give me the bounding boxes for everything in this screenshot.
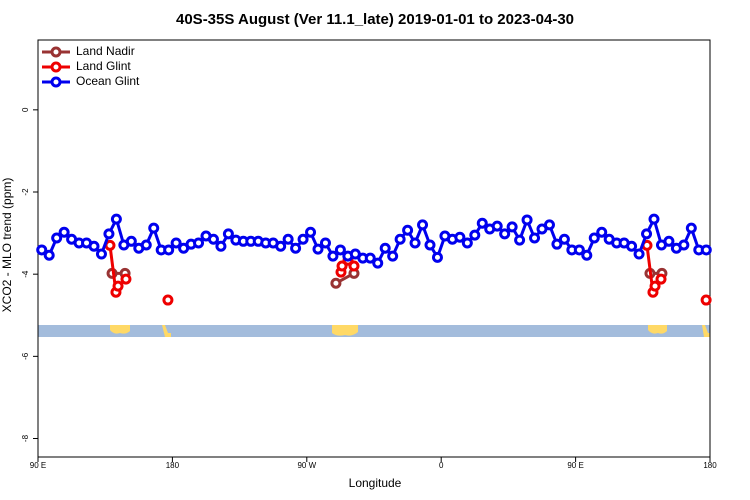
point <box>297 233 309 245</box>
legend-marker <box>50 46 62 58</box>
series-line <box>112 271 662 285</box>
point <box>330 277 342 289</box>
x-tick-label: 90 E <box>30 461 46 470</box>
point <box>641 228 653 240</box>
point <box>417 219 429 231</box>
point <box>529 232 541 244</box>
chart-title: 40S-35S August (Ver 11.1_late) 2019-01-0… <box>176 11 574 28</box>
point <box>222 228 234 240</box>
point <box>58 226 70 238</box>
point <box>348 260 360 272</box>
point <box>633 248 645 260</box>
point <box>521 214 533 226</box>
point <box>312 243 324 255</box>
x-tick-label: 90 W <box>297 461 316 470</box>
point <box>193 237 205 249</box>
point <box>581 249 593 261</box>
point <box>491 220 503 232</box>
legend-marker <box>50 76 62 88</box>
point <box>170 237 182 249</box>
point <box>663 235 675 247</box>
map-strip <box>38 325 710 337</box>
point <box>125 235 137 247</box>
y-axis-label: XCO2 - MLO trend (ppm) <box>0 178 14 313</box>
point <box>476 217 488 229</box>
point <box>282 233 294 245</box>
point <box>162 294 174 306</box>
point <box>596 226 608 238</box>
point <box>305 226 317 238</box>
point <box>506 221 518 233</box>
y-tick-label: -6 <box>21 352 30 360</box>
point <box>319 237 331 249</box>
point <box>387 250 399 262</box>
legend-marker <box>50 61 62 73</box>
point <box>327 250 339 262</box>
point <box>394 233 406 245</box>
point <box>95 248 107 260</box>
legend-label: Land Glint <box>76 59 131 73</box>
point <box>626 240 638 252</box>
x-tick-label: 180 <box>703 461 717 470</box>
point <box>148 222 160 234</box>
point <box>685 222 697 234</box>
y-tick-label: -2 <box>21 188 30 196</box>
point <box>103 228 115 240</box>
point <box>290 242 302 254</box>
point <box>431 251 443 263</box>
point <box>499 228 511 240</box>
point <box>573 244 585 256</box>
point <box>112 280 124 292</box>
x-tick-label: 90 E <box>567 461 583 470</box>
legend-label: Ocean Glint <box>76 74 140 88</box>
y-tick-label: -4 <box>21 270 30 278</box>
x-axis-label: Longitude <box>349 476 402 490</box>
point <box>88 240 100 252</box>
x-tick-label: 0 <box>439 461 444 470</box>
point <box>120 273 132 285</box>
point <box>402 224 414 236</box>
point <box>364 252 376 264</box>
point <box>551 238 563 250</box>
point <box>36 244 48 256</box>
y-tick-label: -8 <box>21 434 30 442</box>
point <box>140 239 152 251</box>
point <box>700 244 712 256</box>
point <box>454 231 466 243</box>
point <box>700 294 712 306</box>
point <box>207 233 219 245</box>
series-line <box>110 245 706 300</box>
point <box>51 232 63 244</box>
legend-label: Land Nadir <box>76 44 135 58</box>
point <box>678 239 690 251</box>
point <box>215 240 227 252</box>
point <box>334 244 346 256</box>
point <box>275 240 287 252</box>
point <box>110 213 122 225</box>
point <box>424 239 436 251</box>
point <box>163 244 175 256</box>
point <box>43 249 55 261</box>
x-tick-label: 180 <box>166 461 180 470</box>
point <box>649 280 661 292</box>
point <box>543 219 555 231</box>
y-tick-label: 0 <box>21 107 30 112</box>
point <box>372 257 384 269</box>
point <box>648 213 660 225</box>
point <box>461 237 473 249</box>
point <box>469 229 481 241</box>
point <box>588 232 600 244</box>
point <box>514 234 526 246</box>
point <box>558 233 570 245</box>
point <box>409 237 421 249</box>
point <box>655 273 667 285</box>
point <box>379 242 391 254</box>
